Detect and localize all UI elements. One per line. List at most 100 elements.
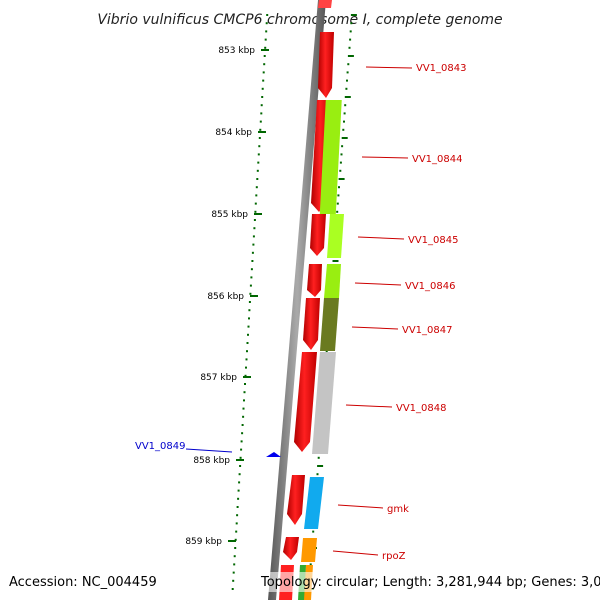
gene-label-vv1-0845[interactable]: VV1_0845 [408, 235, 459, 246]
minor-tick [258, 137, 261, 139]
minor-tick [238, 473, 241, 476]
tick-label: 856 kbp [207, 292, 244, 302]
right-minor-tick [332, 260, 339, 262]
right-minor-tick [347, 55, 354, 57]
minor-tick [257, 161, 260, 164]
minor-tick [247, 333, 249, 336]
minor-tick [251, 260, 254, 262]
leader-line [185, 448, 233, 453]
minor-tick [260, 104, 263, 107]
right-minor-tick [312, 530, 315, 533]
tick-label: 853 kbp [218, 46, 255, 56]
right-minor-tick [309, 563, 312, 566]
gene-arrow-gmk [287, 475, 305, 525]
minor-tick [233, 555, 236, 558]
minor-tick [259, 128, 262, 131]
gene-arrow [318, 0, 332, 8]
minor-tick [234, 538, 237, 541]
right-minor-tick [343, 112, 346, 115]
right-minor-tick [338, 178, 345, 180]
tick-label: 855 kbp [211, 210, 248, 220]
minor-tick [249, 284, 252, 287]
minor-tick [233, 563, 236, 566]
minor-tick [251, 251, 254, 254]
minor-tick [246, 350, 248, 353]
right-minor-tick [317, 465, 324, 467]
minor-tick [252, 243, 255, 246]
gene-label-vv1-0848[interactable]: VV1_0848 [396, 403, 447, 414]
minor-tick [231, 588, 234, 590]
minor-tick [242, 407, 245, 410]
minor-tick [234, 547, 237, 549]
gene-arrow-vv1-0846 [307, 264, 322, 297]
right-minor-tick [338, 186, 340, 189]
gene-label-vv1-0843[interactable]: VV1_0843 [416, 63, 467, 74]
right-minor-tick [347, 63, 350, 66]
cog-bar-orange [301, 538, 317, 562]
minor-tick [235, 522, 238, 525]
minor-tick [239, 456, 242, 459]
minor-tick [264, 46, 267, 49]
minor-tick [255, 194, 258, 197]
minor-tick [263, 63, 266, 66]
gene-arrow-rpoz [283, 537, 299, 560]
minor-tick [252, 235, 255, 238]
minor-tick [232, 579, 235, 582]
minor-tick [232, 571, 235, 574]
minor-tick [236, 506, 239, 508]
minor-tick [248, 317, 250, 320]
topology-text: Topology: circular; Length: 3,281,944 bp… [260, 575, 600, 590]
gene-arrow-vv1-0849 [266, 452, 281, 457]
minor-tick [245, 358, 248, 361]
minor-tick [243, 399, 245, 402]
minor-tick [253, 219, 256, 221]
right-minor-tick [349, 30, 352, 33]
right-minor-tick [340, 153, 343, 156]
minor-tick [235, 530, 238, 533]
right-minor-tick [346, 79, 348, 82]
cog-bar-cyan [304, 477, 324, 529]
leader-line [354, 282, 402, 286]
gene-label-vv1-0847[interactable]: VV1_0847 [402, 325, 453, 336]
right-minor-tick [341, 137, 348, 139]
gene-labels: VV1_0843 VV1_0844 VV1_0845 VV1_0846 VV1_… [135, 63, 467, 562]
right-minor-tick [342, 128, 345, 131]
gene-arrow-vv1-0843 [318, 32, 334, 98]
gene-arrow-vv1-0845 [310, 214, 326, 256]
minor-tick [258, 145, 261, 148]
minor-tick [256, 178, 259, 180]
gene-arrow-vv1-0848 [294, 352, 317, 452]
minor-tick [243, 391, 246, 394]
gene-label-gmk[interactable]: gmk [387, 504, 409, 515]
gene-label-rpoz[interactable]: rpoZ [382, 551, 406, 562]
minor-tick [239, 465, 242, 467]
minor-tick [249, 292, 252, 295]
right-minor-tick [350, 22, 353, 25]
right-minor-tick [325, 350, 328, 353]
gene-label-vv1-0846[interactable]: VV1_0846 [405, 281, 456, 292]
accession-text: Accession: NC_004459 [9, 575, 157, 590]
cog-bar-lime-3 [324, 264, 341, 298]
gene-label-vv1-0849[interactable]: VV1_0849 [135, 441, 186, 452]
cog-bar-lime-2 [327, 214, 344, 258]
minor-tick [250, 276, 253, 279]
cog-bar-lime [319, 100, 342, 214]
minor-tick [245, 366, 247, 369]
map-title: Vibrio vulnificus CMCP6 chromosome I, co… [97, 12, 502, 28]
minor-tick [241, 424, 244, 426]
minor-tick [262, 71, 265, 74]
minor-tick [244, 383, 246, 385]
gene-label-vv1-0844[interactable]: VV1_0844 [412, 154, 463, 165]
right-minor-tick [343, 120, 345, 123]
leader-line [351, 326, 399, 330]
leader-line [361, 156, 409, 159]
tick-label: 859 kbp [185, 537, 222, 547]
minor-tick [256, 169, 259, 172]
right-minor-tick [339, 161, 342, 164]
leader-line [337, 504, 384, 509]
scale-ticks: 853 kbp 854 kbp 855 kbp 856 kbp 857 kbp 858 k… [185, 14, 357, 590]
minor-tick [257, 153, 260, 156]
minor-tick [237, 497, 240, 500]
minor-tick [236, 514, 239, 517]
